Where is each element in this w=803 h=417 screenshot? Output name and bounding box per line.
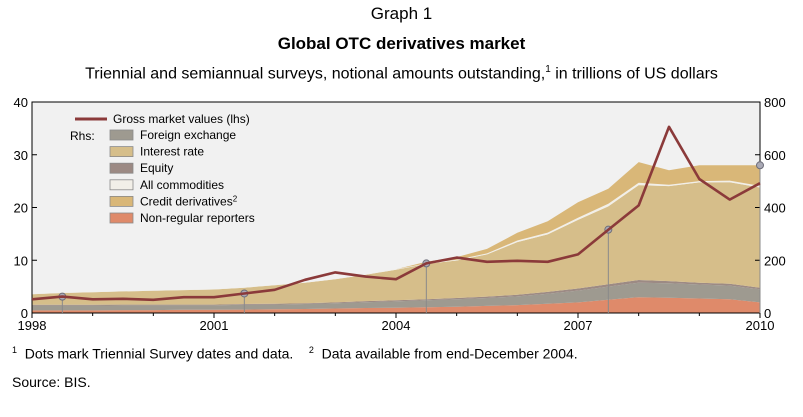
legend-label-equity: Equity: [140, 161, 173, 175]
subtitle-text-end: in trillions of US dollars: [550, 65, 718, 83]
left-axis-tick-label: 30: [14, 148, 28, 163]
footnote-2-text: Data available from end-December 2004.: [321, 345, 578, 362]
footnotes: 1 Dots mark Triennial Survey dates and d…: [12, 345, 578, 362]
footnote-1-text: Dots mark Triennial Survey dates and dat…: [24, 345, 294, 362]
footnote-1-mark: 1: [12, 345, 18, 355]
left-axis-tick-label: 40: [14, 95, 28, 110]
area-credit-derivatives: [32, 162, 760, 294]
legend-label-gross-market-values: Gross market values (lhs): [113, 112, 250, 126]
legend-swatch-credit-derivatives: [109, 195, 134, 207]
x-axis-tick-label: 1998: [18, 318, 47, 333]
right-axis-tick-label: 0: [764, 306, 771, 321]
area-interest-rate: [32, 182, 760, 305]
right-axis-tick-label: 200: [764, 253, 786, 268]
left-axis-tick-label: 20: [14, 201, 28, 216]
graph-label: Graph 1: [370, 4, 433, 23]
x-axis-tick-label: 2004: [382, 318, 411, 333]
x-axis-tick-label: 2001: [200, 318, 229, 333]
legend-swatch-all-commodities: [109, 179, 134, 191]
subtitle-footnote-mark: 1: [545, 64, 551, 75]
legend-swatch-equity: [109, 162, 134, 174]
area-foreign-exchange: [32, 282, 760, 311]
left-axis-tick-label: 10: [14, 253, 28, 268]
footnote-2-mark: 2: [308, 345, 314, 355]
left-axis-tick-label: 0: [21, 306, 28, 321]
legend-swatch-interest-rate: [109, 146, 134, 158]
x-axis-tick-label: 2007: [564, 318, 593, 333]
legend-swatch-foreign-exchange: [109, 129, 134, 141]
source-note: Source: BIS.: [12, 374, 91, 390]
line-gross-market-values: [31, 125, 761, 302]
legend-label-credit-derivatives: Credit derivatives2: [140, 194, 238, 209]
area-equity: [32, 280, 760, 306]
legend-label-footnote-mark: 2: [233, 194, 238, 203]
right-axis-tick-label: 400: [764, 201, 786, 216]
x-axis-tick-label: 2010: [746, 318, 775, 333]
area-non-regular-reporters: [32, 297, 760, 313]
legend-label-non-regular-reporters: Non-regular reporters: [140, 211, 255, 225]
legend-label-foreign-exchange: Foreign exchange: [140, 128, 236, 142]
chart-title: Global OTC derivatives market: [277, 34, 526, 53]
chart-subtitle: Triennial and semiannual surveys, notion…: [0, 64, 803, 83]
legend-title-rhs: Rhs:: [70, 129, 95, 143]
subtitle-text: Triennial and semiannual surveys, notion…: [85, 65, 546, 83]
triennial-dot: [756, 161, 764, 170]
legend-label-all-commodities: All commodities: [140, 178, 224, 192]
right-axis-tick-label: 600: [764, 148, 786, 163]
legend-swatch-non-regular-reporters: [109, 212, 134, 224]
legend-label-interest-rate: Interest rate: [140, 145, 204, 159]
right-axis-tick-label: 800: [764, 95, 786, 110]
